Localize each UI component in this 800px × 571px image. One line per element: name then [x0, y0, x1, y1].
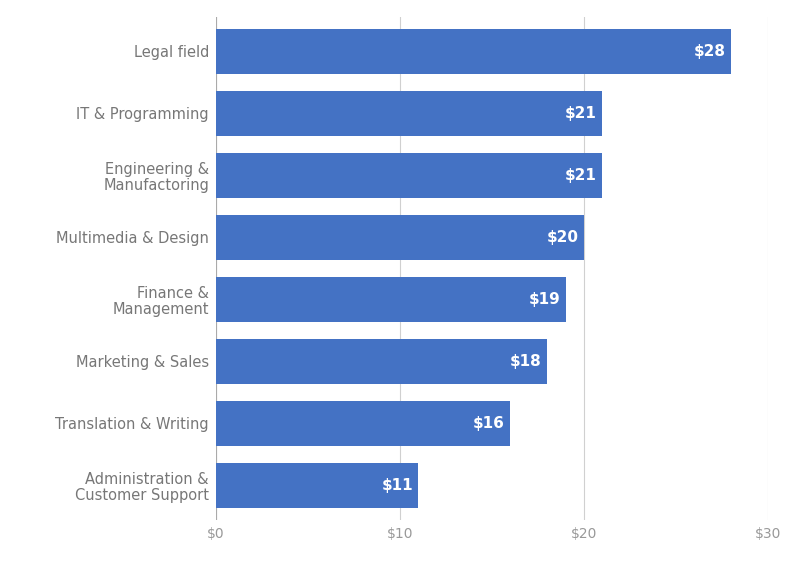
Bar [216, 277, 566, 321]
Bar [216, 91, 602, 136]
Bar [216, 463, 418, 508]
Bar [216, 401, 510, 446]
Text: $11: $11 [382, 478, 413, 493]
Text: $19: $19 [528, 292, 560, 307]
Text: $18: $18 [510, 354, 542, 369]
Text: $20: $20 [546, 230, 578, 245]
Text: $16: $16 [473, 416, 505, 431]
Text: $21: $21 [565, 168, 597, 183]
Bar [216, 29, 731, 74]
Bar [216, 339, 547, 384]
Text: $21: $21 [565, 106, 597, 121]
Text: $28: $28 [694, 44, 726, 59]
Bar [216, 215, 584, 260]
Bar [216, 153, 602, 198]
